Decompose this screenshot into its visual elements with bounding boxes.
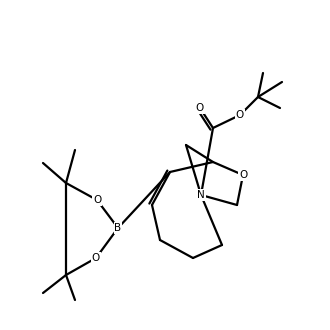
Text: O: O <box>236 110 244 120</box>
Text: N: N <box>197 190 205 200</box>
Text: O: O <box>92 253 100 263</box>
Text: O: O <box>239 170 247 180</box>
Text: O: O <box>93 195 101 205</box>
Text: B: B <box>115 223 121 233</box>
Text: O: O <box>196 103 204 113</box>
